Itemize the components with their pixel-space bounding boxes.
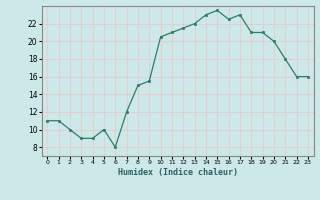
X-axis label: Humidex (Indice chaleur): Humidex (Indice chaleur) [118, 168, 237, 177]
